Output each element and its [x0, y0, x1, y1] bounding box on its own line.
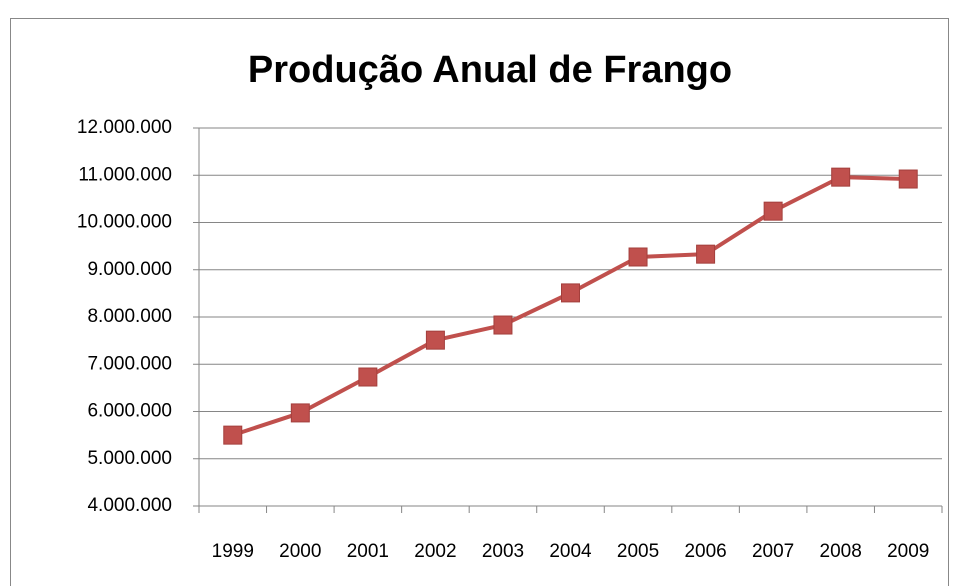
chart-title: Produção Anual de Frango — [248, 49, 732, 91]
chart-frame — [10, 18, 949, 586]
marker — [561, 283, 580, 303]
marker — [898, 169, 918, 189]
marker — [493, 315, 513, 335]
marker — [358, 367, 378, 387]
x-tick-label: 1999 — [212, 541, 254, 562]
x-tick-label: 2000 — [279, 541, 321, 562]
y-tick-label: 9.000.000 — [87, 259, 172, 280]
y-tick-label: 5.000.000 — [87, 448, 172, 469]
x-tick-label: 2001 — [347, 541, 389, 562]
y-tick-label: 7.000.000 — [87, 353, 172, 374]
y-tick-label: 10.000.000 — [77, 212, 172, 233]
marker — [425, 330, 445, 350]
x-tick-label: 2007 — [752, 541, 794, 562]
y-tick-label: 12.000.000 — [77, 117, 172, 138]
x-tick-label: 2009 — [887, 541, 929, 562]
x-tick-label: 2002 — [414, 541, 456, 562]
y-tick-label: 8.000.000 — [87, 306, 172, 327]
x-tick-label: 2006 — [684, 541, 726, 562]
x-tick-label: 2003 — [482, 541, 524, 562]
y-tick-label: 6.000.000 — [87, 401, 172, 422]
x-tick-label: 2005 — [617, 541, 659, 562]
marker — [290, 403, 310, 423]
marker — [628, 247, 648, 267]
x-tick-label: 2008 — [820, 541, 862, 562]
marker — [696, 244, 716, 264]
marker — [763, 201, 783, 221]
y-tick-label: 4.000.000 — [87, 495, 172, 516]
y-tick-label: 11.000.000 — [78, 164, 172, 185]
marker — [831, 167, 851, 187]
x-tick-label: 2004 — [549, 541, 592, 562]
marker — [223, 425, 243, 445]
